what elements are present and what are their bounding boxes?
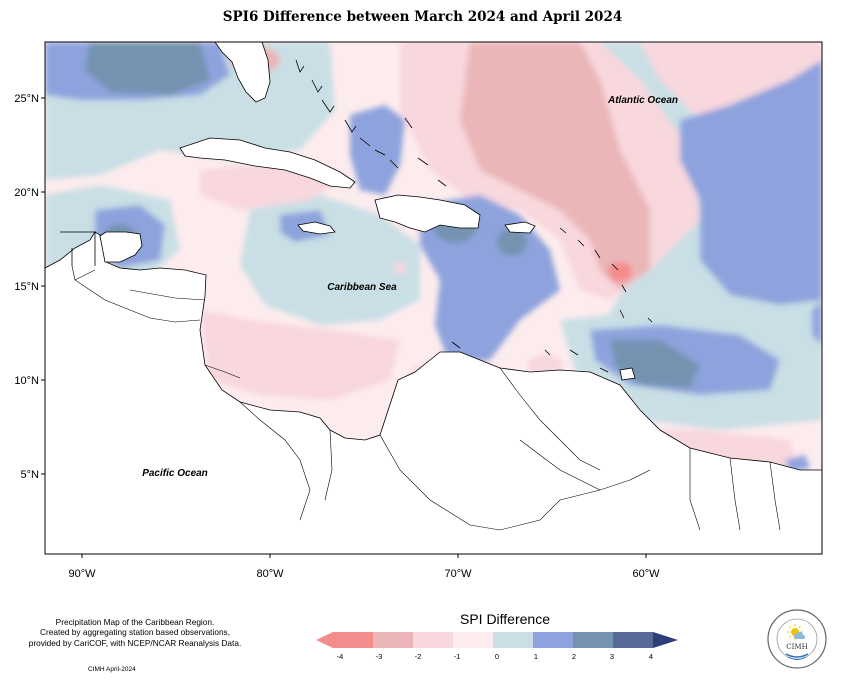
lon-tick: 90°W xyxy=(68,568,96,580)
label-pacific: Pacific Ocean xyxy=(142,468,208,479)
logo-text: CIMH xyxy=(786,643,807,651)
country-borders xyxy=(71,265,781,531)
lat-tick: 5°N xyxy=(21,469,40,481)
map-frame xyxy=(44,41,823,555)
lat-tick: 15°N xyxy=(14,281,39,293)
small-islands xyxy=(60,59,653,373)
colorbar-segment xyxy=(613,632,653,648)
legend-tick: 2 xyxy=(572,652,576,661)
colorbar-segment xyxy=(453,632,493,648)
lat-axis: 25°N 20°N 15°N 10°N 5°N xyxy=(14,93,45,481)
credits-line: Created by aggregating station based obs… xyxy=(39,627,231,638)
map-title: SPI6 Difference between March 2024 and A… xyxy=(222,9,623,25)
legend-tick: 4 xyxy=(649,652,653,661)
sun-icon xyxy=(787,624,806,640)
legend-tick: -1 xyxy=(454,652,461,661)
spi-field xyxy=(45,42,822,554)
colorbar-segment xyxy=(573,632,613,648)
colorbar-segment xyxy=(413,632,453,648)
land-masses xyxy=(45,42,822,554)
colorbar-arrow-left xyxy=(316,632,333,648)
colorbar-segment xyxy=(333,632,373,648)
lon-axis: 90°W 80°W 70°W 60°W xyxy=(68,554,660,580)
legend-colorbar xyxy=(316,632,678,648)
colorbar-segment xyxy=(533,632,573,648)
credits-text: Precipitation Map of the Caribbean Regio… xyxy=(14,617,256,648)
legend-tick: -4 xyxy=(337,652,344,661)
cimh-logo: CIMH xyxy=(767,609,827,669)
legend-ticks: -4 -3 -2 -1 0 1 2 3 4 xyxy=(337,652,653,661)
lat-tick: 20°N xyxy=(14,187,39,199)
credits-line: provided by CariCOF, with NCEP/NCAR Rean… xyxy=(28,637,242,648)
colorbar-arrow-right xyxy=(653,632,678,648)
colorbar-segment xyxy=(493,632,533,648)
label-caribbean: Caribbean Sea xyxy=(327,282,397,293)
legend-tick: 0 xyxy=(495,652,499,661)
lon-tick: 80°W xyxy=(256,568,284,580)
credits-line: Precipitation Map of the Caribbean Regio… xyxy=(55,617,215,627)
legend-tick: 1 xyxy=(534,652,538,661)
lat-tick: 25°N xyxy=(14,93,39,105)
lat-tick: 10°N xyxy=(14,375,39,387)
colorbar-segment xyxy=(373,632,413,648)
lon-tick: 70°W xyxy=(444,568,472,580)
legend-title: SPI Difference xyxy=(459,611,550,627)
legend-tick: -2 xyxy=(415,652,422,661)
credits-date: CIMH April-2024 xyxy=(88,666,136,673)
lon-tick: 60°W xyxy=(632,568,660,580)
legend-tick: -3 xyxy=(376,652,383,661)
label-atlantic: Atlantic Ocean xyxy=(607,95,678,106)
legend-tick: 3 xyxy=(610,652,614,661)
